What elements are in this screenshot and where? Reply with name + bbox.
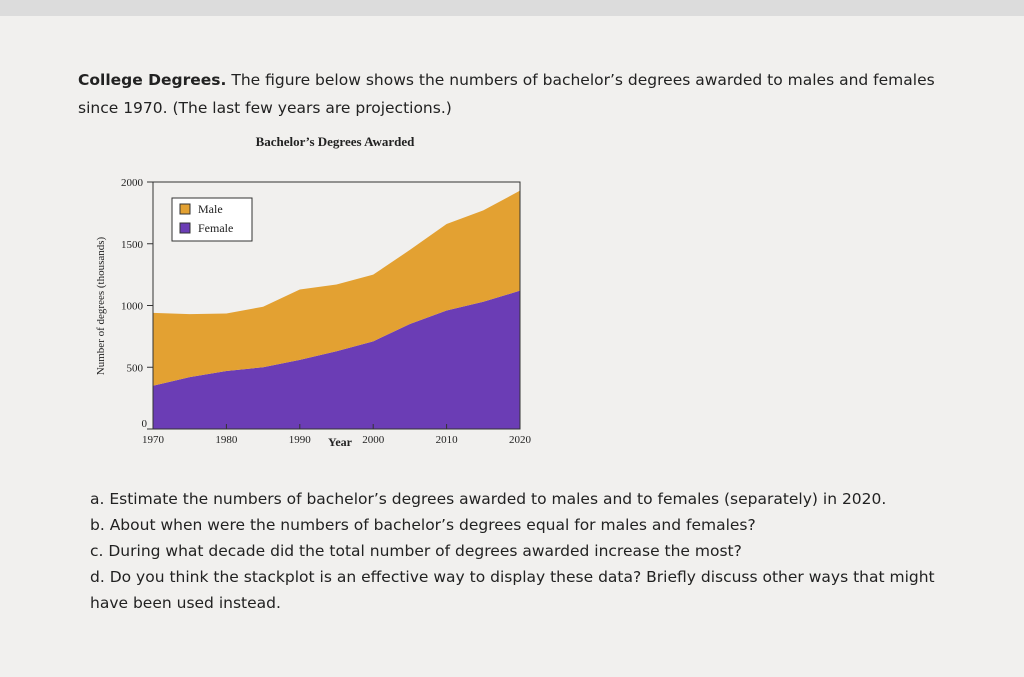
legend-label: Male <box>198 202 223 216</box>
x-tick-label: 1990 <box>289 434 312 446</box>
legend-label: Female <box>198 221 233 235</box>
y-tick-label: 1500 <box>121 239 144 251</box>
y-tick-label: 2000 <box>121 177 144 189</box>
area <box>153 190 520 386</box>
y-tick-label: 0 <box>142 418 148 430</box>
x-tick-label: 2000 <box>362 434 385 446</box>
question: d. Do you think the stackplot is an effe… <box>90 568 935 612</box>
intro-lead: College Degrees. <box>78 71 227 89</box>
legend-swatch <box>179 222 191 234</box>
question: a. Estimate the numbers of bachelor’s de… <box>90 490 887 508</box>
chart: Bachelor’s Degrees Awarded Year Number o… <box>95 134 532 449</box>
y-axis-label: Number of degrees (thousands) <box>95 236 107 375</box>
intro-text: The figure below shows the numbers of ba… <box>78 71 935 117</box>
area <box>153 290 520 429</box>
x-axis-label: Year <box>328 435 353 449</box>
legend-swatch <box>179 203 191 215</box>
chart-title: Bachelor’s Degrees Awarded <box>256 134 416 149</box>
y-tick-label: 1000 <box>121 301 144 313</box>
questions: a. Estimate the numbers of bachelor’s de… <box>90 486 960 616</box>
intro: College Degrees. The figure below shows … <box>78 66 958 122</box>
x-tick-label: 1980 <box>215 434 238 446</box>
page: College Degrees. The figure below shows … <box>0 0 1024 616</box>
x-tick-label: 2010 <box>436 434 459 446</box>
x-tick-label: 2020 <box>509 434 532 446</box>
y-tick-label: 500 <box>127 362 144 374</box>
question: c. During what decade did the total numb… <box>90 542 742 560</box>
x-tick-label: 1970 <box>142 434 165 446</box>
question: b. About when were the numbers of bachel… <box>90 516 756 534</box>
